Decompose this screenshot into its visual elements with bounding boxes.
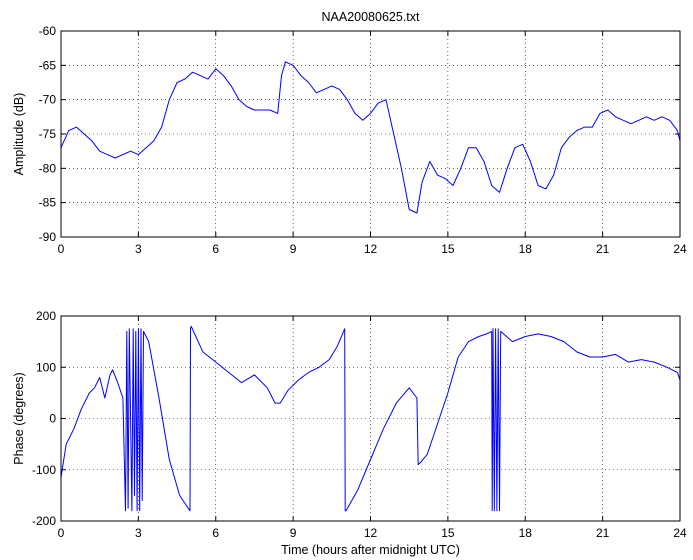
phase-x-tick-label: 24 [673, 526, 687, 540]
amplitude-x-tick-label: 18 [519, 242, 533, 256]
phase-y-tick-label: -200 [32, 514, 56, 528]
phase-x-tick-label: 0 [58, 526, 65, 540]
amplitude-y-tick-label: -70 [39, 93, 57, 107]
amplitude-x-tick-label: 3 [135, 242, 142, 256]
phase-y-tick-label: 200 [36, 309, 56, 323]
phase-y-axis-label: Phase (degrees) [12, 372, 26, 464]
phase-y-tick-label: 100 [36, 360, 56, 374]
amplitude-frame [60, 30, 681, 238]
phase-x-tick-label: 12 [364, 526, 378, 540]
amplitude-y-tick-label: -85 [39, 196, 57, 210]
amplitude-series-line [61, 61, 680, 214]
phase-series-line [61, 325, 680, 512]
amplitude-plot-area [61, 31, 680, 237]
amplitude-x-tick-label: 21 [596, 242, 610, 256]
amplitude-y-tick-label: -90 [39, 230, 57, 244]
phase-axes: 0 3 6 9 12 15 18 21 24 -200 -100 0 100 200 Time (hours… [12, 309, 687, 557]
phase-x-tick-label: 15 [441, 526, 455, 540]
phase-x-tick-label: 3 [135, 526, 142, 540]
amplitude-x-tick-label: 24 [673, 242, 687, 256]
phase-y-tick-label: -100 [32, 463, 56, 477]
phase-x-tick-label: 21 [596, 526, 610, 540]
phase-x-tick-label: 18 [519, 526, 533, 540]
phase-x-tick-label: 6 [212, 526, 219, 540]
phase-frame [60, 315, 681, 522]
amplitude-x-tick-label: 12 [364, 242, 378, 256]
amplitude-title: NAA20080625.txt [322, 10, 421, 24]
phase-plot-area [61, 316, 680, 521]
amplitude-y-tick-label: -60 [39, 24, 57, 38]
amplitude-x-tick-label: 15 [441, 242, 455, 256]
phase-x-axis-label: Time (hours after midnight UTC) [281, 543, 460, 557]
amplitude-y-tick-label: -65 [39, 58, 57, 72]
amplitude-y-axis-label: Amplitude (dB) [12, 93, 26, 176]
amplitude-x-tick-label: 0 [58, 242, 65, 256]
amplitude-x-tick-label: 6 [212, 242, 219, 256]
phase-x-tick-label: 9 [290, 526, 297, 540]
amplitude-axes: 0 3 6 9 12 15 18 21 24 -90 -85 -80 -75 -70 -65 -60 NAA20… [12, 10, 687, 256]
amplitude-x-tick-label: 9 [290, 242, 297, 256]
amplitude-y-tick-label: -75 [39, 127, 57, 141]
phase-y-tick-label: 0 [49, 412, 56, 426]
amplitude-y-tick-label: -80 [39, 161, 57, 175]
